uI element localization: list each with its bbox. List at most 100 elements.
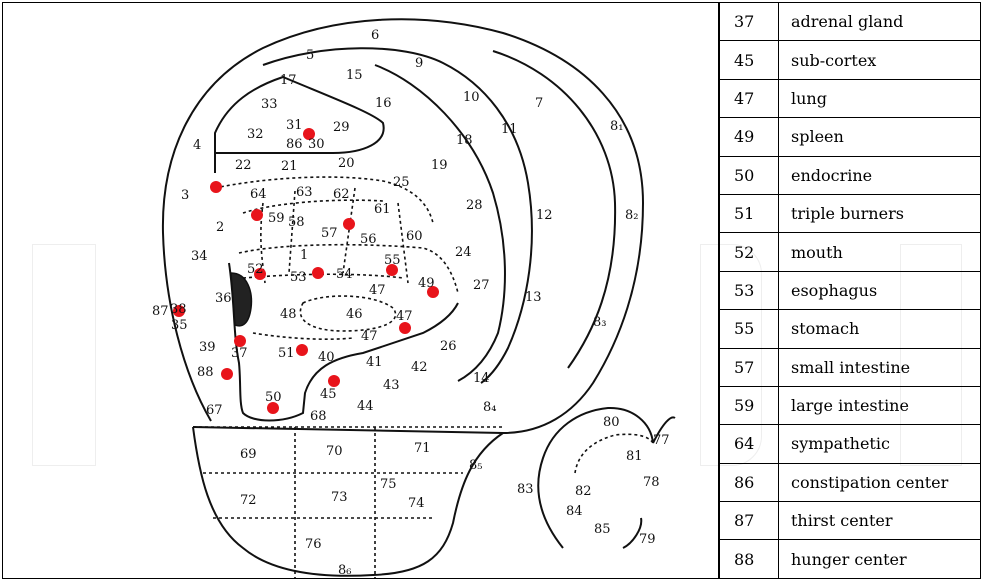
posterior-ear-outline-2 [652, 416, 676, 444]
legend-row: 55 stomach [719, 309, 981, 349]
posterior-ear-lobe [622, 517, 643, 549]
legend-point-name: endocrine [778, 155, 981, 195]
legend-point-number: 87 [719, 501, 779, 541]
legend-point-name: sympathetic [778, 424, 981, 464]
legend-point-name: large intestine [778, 385, 981, 426]
legend-point-number: 37 [719, 1, 779, 42]
ear-label-79: 79 [639, 532, 656, 547]
ear-label-7: 7 [535, 96, 543, 111]
ear-label-29: 29 [333, 120, 350, 135]
ear-label-21: 21 [281, 159, 298, 174]
ear-label-3: 3 [181, 188, 189, 203]
posterior-ear-outline [537, 406, 654, 549]
ear-label-28: 28 [466, 198, 483, 213]
ear-label-2: 2 [216, 220, 224, 235]
ear-label-52: 52 [247, 262, 264, 277]
legend-row: 52 mouth [719, 232, 981, 272]
ear-label-22: 22 [235, 158, 252, 173]
ear-label-86: 86 [286, 137, 303, 152]
legend-point-number: 86 [719, 462, 779, 503]
acupoint-86 [303, 128, 315, 140]
helix-outline [161, 18, 645, 435]
ear-label-38: 38 [170, 302, 187, 317]
ear-label-71: 71 [414, 441, 431, 456]
ear-label-42: 42 [411, 360, 428, 375]
acupoint-50 [267, 402, 279, 414]
ear-label-54: 54 [336, 267, 353, 282]
ear-label-56: 56 [360, 232, 377, 247]
legend-point-number: 51 [719, 193, 779, 234]
ear-label-74: 74 [408, 496, 425, 511]
lower-concha-line [252, 332, 354, 340]
ear-label-60: 60 [406, 229, 423, 244]
ear-label-72: 72 [240, 493, 257, 508]
legend-point-number: 45 [719, 40, 779, 80]
legend-row: 88 hunger center [719, 539, 981, 579]
ear-label-32: 32 [247, 127, 264, 142]
ear-label-64: 64 [250, 187, 267, 202]
antihelix-line [374, 64, 506, 382]
ear-label-80: 80 [603, 415, 620, 430]
ear-label-31: 31 [286, 118, 303, 133]
ear-label-17: 17 [280, 73, 297, 88]
ear-label-8-4: 8₄ [483, 400, 496, 415]
legend-row: 57 small intestine [719, 347, 981, 387]
ear-label-47c: 47 [361, 329, 378, 344]
acupoint-57 [343, 218, 355, 230]
acupoint-3-area [210, 181, 222, 193]
legend-point-number: 88 [719, 539, 779, 579]
ear-label-35: 35 [171, 318, 188, 333]
legend-row: 37 adrenal gland [719, 1, 981, 42]
ear-label-26: 26 [440, 339, 457, 354]
ear-label-59: 59 [268, 211, 285, 226]
legend-row: 53 esophagus [719, 270, 981, 311]
legend-point-number: 49 [719, 117, 779, 157]
ear-label-82: 82 [575, 484, 592, 499]
ear-label-62: 62 [333, 187, 350, 202]
ear-label-11: 11 [501, 122, 518, 137]
legend-point-name: mouth [778, 232, 981, 272]
ear-label-47b: 47 [396, 309, 413, 324]
ear-label-58: 58 [288, 215, 305, 230]
posterior-dotted-arc [574, 433, 654, 474]
acupoint-49 [427, 286, 439, 298]
acupoint-52 [254, 268, 266, 280]
ear-label-4: 4 [193, 138, 201, 153]
ear-label-61: 61 [374, 202, 391, 217]
ear-label-12: 12 [536, 208, 553, 223]
legend-row: 87 thirst center [719, 501, 981, 541]
ear-label-36: 36 [215, 291, 232, 306]
acupoint-47 [399, 322, 411, 334]
legend-table: 37 adrenal gland 45 sub-cortex 47 lung 49 splee… [719, 1, 981, 579]
legend-point-name: adrenal gland [778, 1, 981, 42]
acupoint-37 [234, 335, 246, 347]
ear-label-20: 20 [338, 156, 355, 171]
ear-label-24: 24 [455, 245, 472, 260]
helix-rim [262, 47, 533, 384]
ear-label-9: 9 [415, 56, 423, 71]
ear-label-70: 70 [326, 444, 343, 459]
legend-row: 45 sub-cortex [719, 40, 981, 80]
acupoint-88 [221, 368, 233, 380]
legend-point-name: esophagus [778, 270, 981, 311]
ear-label-68: 68 [310, 409, 327, 424]
legend-row: 59 large intestine [719, 385, 981, 426]
ear-label-69: 69 [240, 447, 257, 462]
legend-point-number: 52 [719, 232, 779, 272]
concha-boundary-1 [238, 243, 459, 294]
ear-label-55: 55 [384, 253, 401, 268]
ear-label-50: 50 [265, 390, 282, 405]
acupoint-45 [328, 375, 340, 387]
ear-label-84: 84 [566, 504, 583, 519]
legend-point-name: thirst center [778, 501, 981, 541]
ear-label-8-3: 8₃ [593, 315, 606, 330]
ear-label-6: 6 [371, 28, 379, 43]
ear-label-53: 53 [290, 270, 307, 285]
ear-label-76: 76 [305, 537, 322, 552]
outer-rim-line [492, 50, 617, 369]
tragus-block [230, 272, 253, 327]
ear-label-88: 88 [197, 365, 214, 380]
ear-label-18: 18 [456, 133, 473, 148]
legend-row: 64 sympathetic [719, 424, 981, 464]
